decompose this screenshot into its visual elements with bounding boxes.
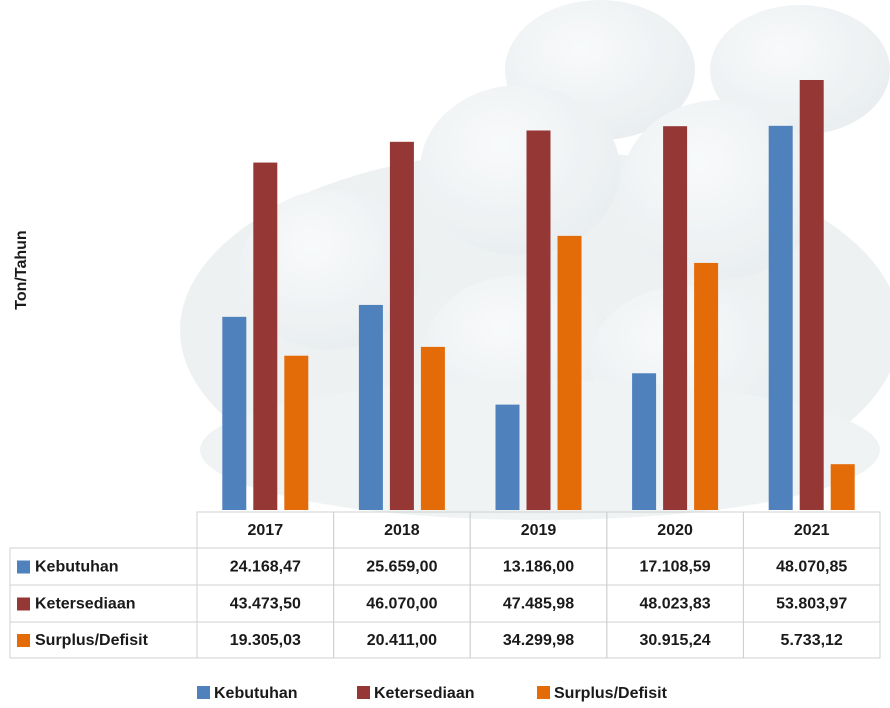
bar (284, 356, 308, 510)
bar (769, 126, 793, 510)
bar (496, 405, 520, 510)
row-label: Surplus/Defisit (35, 632, 149, 649)
x-tick-label: 2019 (521, 522, 557, 539)
value-label: 24.168,47 (230, 559, 301, 576)
bar (800, 80, 824, 510)
x-tick-label: 2021 (794, 522, 830, 539)
legend-label: Surplus/Defisit (554, 685, 668, 702)
bar (421, 347, 445, 510)
bar (253, 163, 277, 510)
value-label: 48.070,85 (776, 559, 847, 576)
legend-swatch (17, 561, 30, 574)
x-tick-label: 2018 (384, 522, 420, 539)
bar (632, 373, 656, 510)
x-tick-label: 2017 (248, 522, 284, 539)
value-label: 30.915,24 (640, 632, 711, 649)
value-label: 19.305,03 (230, 632, 301, 649)
value-label: 13.186,00 (503, 559, 574, 576)
legend-label: Ketersediaan (374, 685, 475, 702)
row-label: Kebutuhan (35, 559, 119, 576)
legend-swatch (197, 686, 210, 699)
value-label: 46.070,00 (366, 596, 437, 613)
bar (663, 126, 687, 510)
legend-swatch (357, 686, 370, 699)
row-label: Ketersediaan (35, 596, 136, 613)
legend-swatch (537, 686, 550, 699)
legend-swatch (17, 598, 30, 611)
bar (222, 317, 246, 510)
bar (831, 464, 855, 510)
y-axis-label: Ton/Tahun (13, 230, 30, 309)
chart: Ton/Tahun 2017 2018 2019 2020 2021 Kebutuhan 2… (0, 0, 890, 708)
value-label: 25.659,00 (366, 559, 437, 576)
value-label: 34.299,98 (503, 632, 574, 649)
bar (527, 130, 551, 510)
bar (694, 263, 718, 510)
legend-swatch (17, 634, 30, 647)
value-label: 5.733,12 (781, 632, 843, 649)
value-label: 53.803,97 (776, 596, 847, 613)
bar (558, 236, 582, 510)
bar (390, 142, 414, 510)
bar (359, 305, 383, 510)
legend-label: Kebutuhan (214, 685, 298, 702)
value-label: 47.485,98 (503, 596, 574, 613)
x-tick-label: 2020 (657, 522, 693, 539)
value-label: 48.023,83 (640, 596, 711, 613)
value-label: 43.473,50 (230, 596, 301, 613)
value-label: 17.108,59 (640, 559, 711, 576)
value-label: 20.411,00 (367, 632, 437, 649)
